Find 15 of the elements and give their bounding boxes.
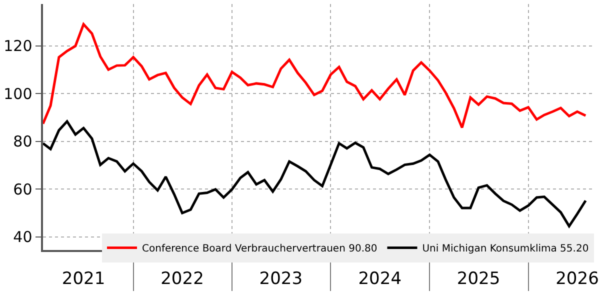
legend-label: Conference Board Verbrauchervertrauen 90.80: [142, 244, 378, 255]
line-series: [43, 120, 587, 228]
y-tick-label: 40: [13, 228, 32, 246]
y-tick-label: 120: [4, 37, 32, 56]
x-tick-label: 2026: [556, 269, 599, 290]
y-tick-label: 60: [13, 180, 32, 198]
x-tick-label: 2024: [358, 269, 402, 290]
legend-label: Uni Michigan Konsumklima 55.20: [422, 244, 589, 255]
y-tick-label: 100: [4, 84, 32, 103]
x-tick-label: 2021: [62, 269, 106, 290]
x-tick-label: 2023: [259, 269, 303, 290]
y-tick-label: 80: [13, 132, 32, 151]
line-series: [43, 23, 587, 129]
x-tick-label: 2025: [456, 269, 500, 290]
x-tick-label: 2022: [160, 269, 204, 290]
